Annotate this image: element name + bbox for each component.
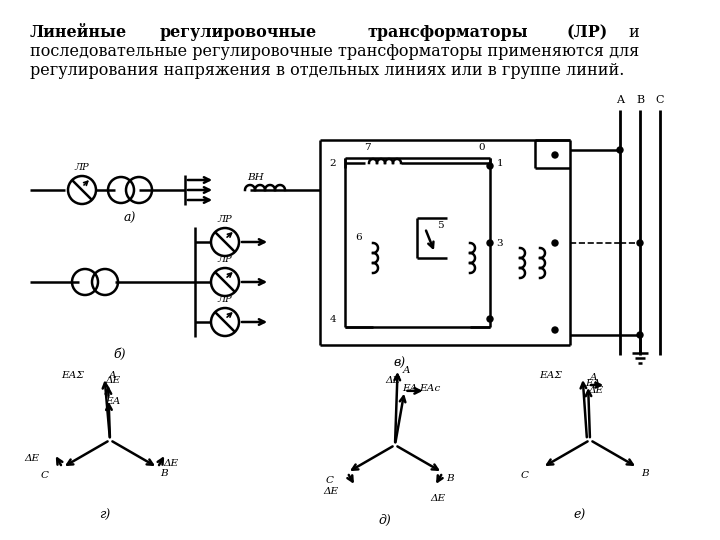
Text: B: B [641, 469, 649, 478]
Circle shape [552, 327, 558, 333]
Text: 6: 6 [356, 233, 362, 242]
Text: A: A [402, 366, 410, 375]
Text: C: C [325, 476, 333, 485]
Text: A: A [616, 95, 624, 105]
Circle shape [487, 163, 493, 169]
Text: ЛР: ЛР [217, 255, 233, 265]
Text: 2: 2 [330, 159, 336, 167]
Text: ΔE: ΔE [588, 386, 603, 395]
Circle shape [487, 240, 493, 246]
Text: C: C [656, 95, 665, 105]
Text: д): д) [379, 514, 392, 526]
Text: трансформаторы: трансформаторы [367, 24, 528, 41]
Text: B: B [160, 469, 168, 478]
Circle shape [552, 152, 558, 158]
Text: ВН: ВН [247, 173, 264, 183]
Text: ЛР: ЛР [75, 164, 89, 172]
Text: регулировочные: регулировочные [160, 24, 317, 41]
Text: последовательные регулировочные трансформаторы применяются для: последовательные регулировочные трансфор… [30, 43, 639, 60]
Text: г): г) [99, 509, 111, 522]
Text: ЛР: ЛР [217, 295, 233, 305]
Text: 3: 3 [497, 239, 503, 247]
Circle shape [487, 316, 493, 322]
Text: EАΣ: EАΣ [539, 370, 562, 380]
Text: 5: 5 [437, 221, 444, 231]
Text: EАΣ: EАΣ [61, 371, 84, 380]
Text: ΔE: ΔE [385, 376, 400, 386]
Text: B: B [636, 95, 644, 105]
Text: EА: EА [105, 397, 120, 406]
Text: A: A [109, 371, 116, 380]
Text: б): б) [114, 348, 126, 361]
Circle shape [617, 147, 623, 153]
Text: B: B [446, 474, 454, 483]
Text: ΔE: ΔE [105, 376, 120, 385]
Text: EА: EА [585, 379, 600, 388]
Text: регулирования напряжения в отдельных линиях или в группе линий.: регулирования напряжения в отдельных лин… [30, 62, 624, 79]
Text: ЛР: ЛР [217, 215, 233, 225]
Text: Линейные: Линейные [30, 24, 127, 41]
Text: ΔE: ΔE [163, 459, 178, 468]
Text: A: A [590, 373, 597, 382]
Text: ΔE: ΔE [324, 487, 339, 496]
Text: C: C [521, 471, 528, 480]
Text: ΔE: ΔE [24, 454, 40, 463]
Text: в): в) [394, 356, 406, 369]
Text: 4: 4 [330, 314, 336, 323]
Circle shape [637, 240, 643, 246]
Circle shape [637, 332, 643, 338]
Text: а): а) [124, 212, 136, 225]
Text: EА: EА [402, 384, 418, 393]
Text: 1: 1 [497, 159, 503, 167]
Text: 7: 7 [364, 144, 370, 152]
Text: и: и [628, 24, 639, 41]
Text: 0: 0 [479, 144, 485, 152]
Circle shape [552, 240, 558, 246]
Text: (ЛР): (ЛР) [566, 24, 607, 41]
Text: EАс: EАс [419, 384, 440, 393]
Text: ΔE: ΔE [430, 494, 445, 503]
Text: е): е) [574, 509, 586, 522]
Text: C: C [40, 471, 48, 480]
